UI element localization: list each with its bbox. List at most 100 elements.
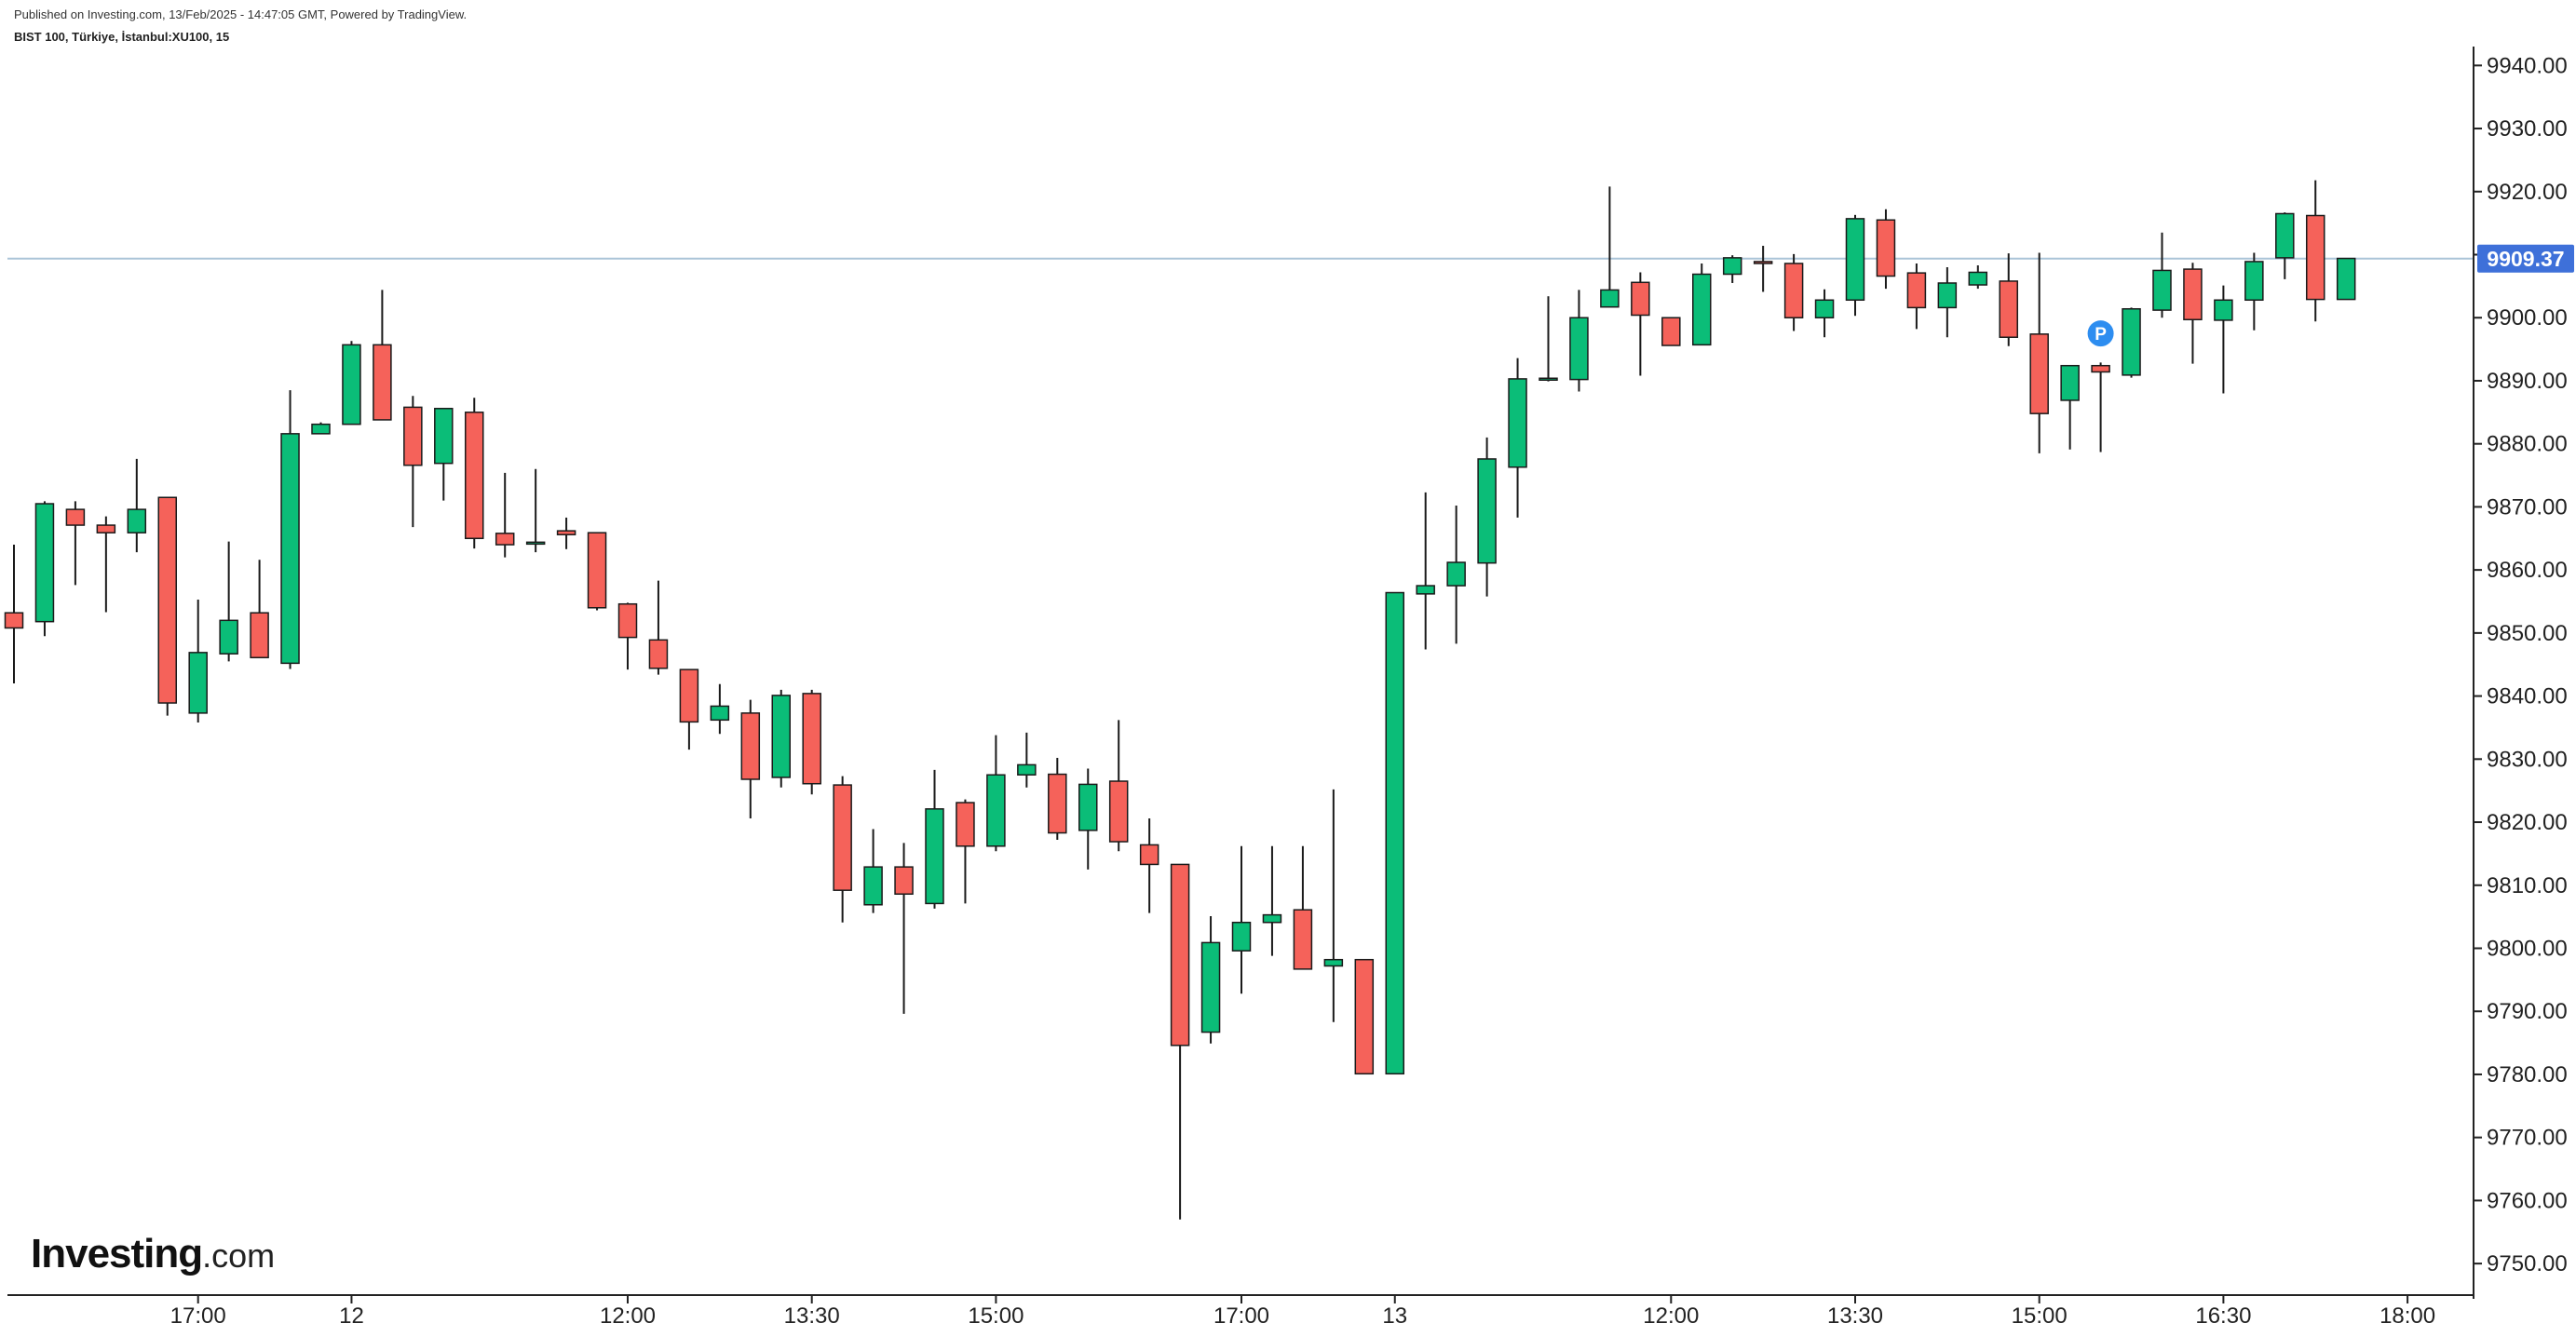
candle-body xyxy=(1906,272,1927,309)
candle xyxy=(219,541,238,662)
candle xyxy=(617,602,638,670)
last-price-badge xyxy=(2477,244,2574,273)
candle-body xyxy=(1416,585,1435,595)
candle xyxy=(434,408,454,501)
x-tick-label: 13:30 xyxy=(784,1303,840,1329)
candle-body xyxy=(1845,218,1865,302)
candle xyxy=(925,769,944,909)
x-tick-label: 15:00 xyxy=(2012,1303,2068,1329)
candle xyxy=(1539,296,1558,382)
x-tick-label: 17:00 xyxy=(1213,1303,1269,1329)
marker-label: P xyxy=(2095,325,2107,344)
candle xyxy=(1446,506,1466,644)
candle xyxy=(1722,255,1742,283)
y-tick-label: 9890.00 xyxy=(2487,369,2568,394)
candle-body xyxy=(1968,271,1988,286)
candle xyxy=(188,599,208,723)
candle-body xyxy=(280,433,300,665)
candle xyxy=(250,560,269,659)
candle xyxy=(1968,265,1988,290)
candle xyxy=(1508,358,1527,518)
y-tick-label: 9920.00 xyxy=(2487,180,2568,205)
marker-layer: P xyxy=(2087,320,2114,347)
candle-body xyxy=(2029,333,2049,414)
x-tick-label: 13:30 xyxy=(1827,1303,1883,1329)
y-tick-label: 9750.00 xyxy=(2487,1251,2568,1276)
candle-body xyxy=(986,774,1006,847)
candle xyxy=(2060,364,2080,450)
candles xyxy=(4,180,2356,1220)
candle xyxy=(1600,186,1620,308)
candle-body xyxy=(1108,780,1129,843)
y-tick-label: 9800.00 xyxy=(2487,937,2568,962)
candle-body xyxy=(1753,261,1773,264)
candle xyxy=(710,683,730,735)
x-tick-label: 17:00 xyxy=(170,1303,226,1329)
y-tick-label: 9770.00 xyxy=(2487,1126,2568,1151)
y-tick-label: 9850.00 xyxy=(2487,621,2568,646)
candle-body xyxy=(556,530,576,535)
y-axis: 9940.009930.009920.009910.009900.009890.… xyxy=(2473,47,2574,1299)
candle-body xyxy=(434,408,454,465)
candle xyxy=(1845,214,1865,317)
y-tick-label: 9820.00 xyxy=(2487,810,2568,835)
x-tick-label: 18:00 xyxy=(2379,1303,2435,1329)
candle-body xyxy=(648,639,669,669)
candle-body xyxy=(1814,299,1835,318)
candle-body xyxy=(342,344,361,425)
candle-body xyxy=(1200,941,1221,1033)
candle-body xyxy=(925,808,944,905)
candle-body xyxy=(465,412,484,540)
candle xyxy=(2214,285,2233,394)
candle-body xyxy=(894,866,914,896)
y-tick-label: 9810.00 xyxy=(2487,873,2568,898)
candle xyxy=(863,829,883,913)
candle-body xyxy=(2244,261,2264,302)
candle xyxy=(2091,362,2110,452)
candle xyxy=(587,532,607,611)
candle xyxy=(1293,845,1313,970)
x-tick-label: 13 xyxy=(1382,1303,1407,1329)
candle xyxy=(2152,232,2172,318)
candle xyxy=(1231,845,1252,994)
y-tick-label: 9940.00 xyxy=(2487,53,2568,78)
candle-body xyxy=(127,508,147,533)
candle-body xyxy=(2060,364,2080,401)
published-caption: Published on Investing.com, 13/Feb/2025 … xyxy=(14,7,468,21)
candle-body xyxy=(1170,863,1190,1047)
candle-body xyxy=(250,612,269,659)
candle-body xyxy=(1017,763,1037,776)
x-tick-label: 12:00 xyxy=(1643,1303,1699,1329)
candle-body xyxy=(34,503,55,623)
investing-logo: Investing.com xyxy=(31,1231,275,1277)
candle xyxy=(740,699,761,818)
y-tick-label: 9900.00 xyxy=(2487,305,2568,331)
candle xyxy=(96,516,116,613)
y-tick-label: 9880.00 xyxy=(2487,432,2568,457)
candle xyxy=(373,290,392,421)
symbol-label: BIST 100, Türkiye, İstanbul:XU100, 15 xyxy=(14,30,230,44)
candle-body xyxy=(1446,561,1466,587)
candle xyxy=(1416,492,1435,650)
candle xyxy=(833,776,852,923)
candle xyxy=(1017,732,1037,788)
candle-body xyxy=(2152,269,2172,311)
y-tick-label: 9760.00 xyxy=(2487,1188,2568,1213)
candle xyxy=(2122,307,2141,378)
candle xyxy=(65,501,86,586)
candle-body xyxy=(157,496,177,704)
candle-body xyxy=(2275,212,2295,259)
x-tick-label: 12 xyxy=(339,1303,364,1329)
x-tick-label: 12:00 xyxy=(600,1303,656,1329)
logo-suffix-text: .com xyxy=(202,1236,276,1275)
candle xyxy=(2244,252,2264,331)
candle-body xyxy=(617,602,638,639)
candle-body xyxy=(403,406,423,466)
candle-body xyxy=(1078,783,1098,831)
candle-body xyxy=(2183,268,2203,321)
candle xyxy=(1477,437,1497,597)
candle-body xyxy=(65,508,86,526)
candle xyxy=(956,799,975,904)
candle-body xyxy=(1262,913,1282,924)
candle-body xyxy=(1048,773,1067,834)
